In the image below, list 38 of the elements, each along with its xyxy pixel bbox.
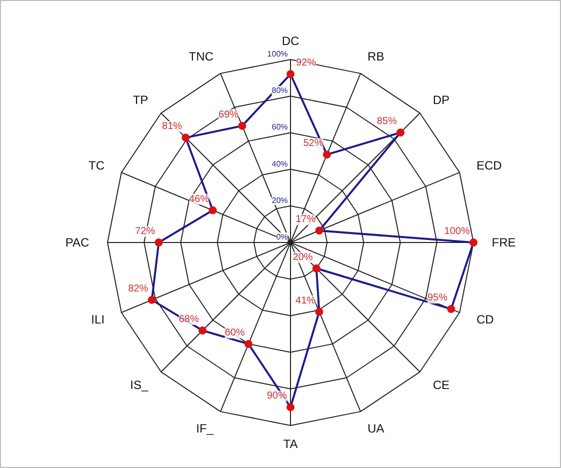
spoke-label: UA xyxy=(368,421,384,436)
y-tick-label: 100% xyxy=(267,50,288,59)
data-label: 41% xyxy=(296,295,316,306)
spoke-label: TNC xyxy=(188,50,214,64)
spoke-label: TA xyxy=(283,436,298,451)
spoke-label: CE xyxy=(432,378,450,392)
data-label: 85% xyxy=(376,116,397,128)
y-tick-label: 0% xyxy=(276,232,288,242)
data-label: 60% xyxy=(224,327,245,338)
spoke-label: ECD xyxy=(476,158,502,172)
data-label: 81% xyxy=(162,121,182,132)
spoke-label: IF_ xyxy=(196,421,214,436)
data-label: 82% xyxy=(128,283,148,294)
spoke-label: TP xyxy=(132,93,148,108)
spoke-label: CD xyxy=(476,312,494,327)
data-label: 95% xyxy=(427,292,448,304)
spoke-label: RB xyxy=(368,50,384,64)
y-tick-label: 60% xyxy=(272,122,288,132)
data-label: 20% xyxy=(292,252,313,263)
spoke-label: PAC xyxy=(65,236,90,250)
spoke-label: IS_ xyxy=(130,378,148,392)
spoke-label: FRE xyxy=(492,236,516,250)
spoke-label: ILI xyxy=(91,312,105,327)
y-tick-label: 20% xyxy=(272,196,288,205)
data-label: 69% xyxy=(218,109,239,120)
data-label: 17% xyxy=(296,214,316,226)
y-tick-label: 80% xyxy=(272,86,288,96)
data-label: 46% xyxy=(189,194,210,205)
data-label: 90% xyxy=(266,390,287,402)
data-label: 68% xyxy=(178,314,199,325)
data-label: 52% xyxy=(303,138,324,150)
spoke-label: TC xyxy=(88,158,105,172)
data-label: 72% xyxy=(135,226,156,238)
spoke-label: DC xyxy=(282,34,300,48)
data-label: 100% xyxy=(444,226,470,238)
y-tick-label: 40% xyxy=(272,159,288,168)
data-label: 92% xyxy=(296,58,316,69)
spoke-label: DP xyxy=(432,93,450,108)
